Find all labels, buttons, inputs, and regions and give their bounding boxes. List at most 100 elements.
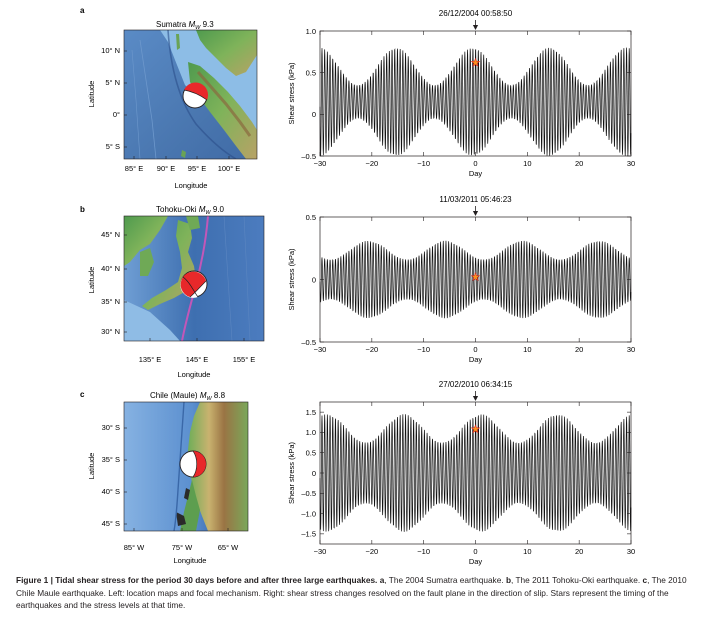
beachball-b <box>180 270 208 298</box>
y-tick-label: –0.5 <box>301 152 316 161</box>
caption-letter-a: a <box>379 575 385 585</box>
caption-text-a: , The 2004 Sumatra earthquake. <box>384 575 504 585</box>
map-b-ylabel: Latitude <box>87 267 96 294</box>
y-tick-label: 0 <box>312 110 316 119</box>
x-tick-label: −10 <box>417 345 430 354</box>
x-axis-label: Day <box>469 355 483 364</box>
map-b-yticks: 45° N 40° N 35° N 30° N <box>101 230 120 336</box>
svg-text:85° E: 85° E <box>125 164 143 173</box>
svg-text:10° N: 10° N <box>101 46 120 55</box>
map-c-yticks: 30° S 35° S 40° S 45° S <box>102 423 120 528</box>
y-tick-label: –0.5 <box>301 338 316 347</box>
map-a-title: Sumatra MW 9.3 <box>156 20 214 31</box>
stress-series-line <box>319 47 632 156</box>
svg-text:65° W: 65° W <box>218 543 239 552</box>
panel-letter-c: c <box>80 390 85 399</box>
x-tick-label: 30 <box>627 345 635 354</box>
x-axis-label: Day <box>469 557 483 566</box>
beachball-a <box>182 82 209 109</box>
svg-text:145° E: 145° E <box>186 355 209 364</box>
panel-letter-a: a <box>80 6 85 15</box>
svg-text:135° E: 135° E <box>139 355 162 364</box>
earthquake-star <box>470 57 481 67</box>
map-b-terrain <box>124 216 264 341</box>
map-c-title: Chile (Maule) MW 8.8 <box>150 391 226 402</box>
figure-caption: Figure 1 | Tidal shear stress for the pe… <box>16 574 706 612</box>
y-tick-label: 0.5 <box>306 68 316 77</box>
svg-text:40° S: 40° S <box>102 487 120 496</box>
svg-text:30° S: 30° S <box>102 423 120 432</box>
x-tick-label: −20 <box>365 159 378 168</box>
y-tick-label: 1.0 <box>306 428 316 437</box>
x-tick-label: 20 <box>575 345 583 354</box>
y-tick-label: 0.5 <box>306 213 316 222</box>
y-tick-label: 1.0 <box>306 27 316 36</box>
x-tick-label: −10 <box>417 159 430 168</box>
caption-figure-label: Figure 1 | Tidal shear stress for the pe… <box>16 575 378 585</box>
x-tick-label: 0 <box>473 345 477 354</box>
svg-text:75° W: 75° W <box>172 543 193 552</box>
y-tick-label: –0.5 <box>301 489 316 498</box>
y-tick-label: 1.5 <box>306 408 316 417</box>
stress-chart-tohoku: 11/03/2011 05:46:23 0.5 0 –0.5−30 −20 −10 0 10 2… <box>287 195 635 364</box>
stress-series-line <box>319 240 632 319</box>
svg-text:35° S: 35° S <box>102 455 120 464</box>
chart-title: 27/02/2010 06:34:15 <box>439 380 513 389</box>
svg-text:45° S: 45° S <box>102 519 120 528</box>
svg-text:100° E: 100° E <box>218 164 241 173</box>
map-b-xticks: 135° E 145° E 155° E <box>139 355 256 364</box>
y-axis-label: Shear stress (kPa) <box>287 248 296 311</box>
caption-text-c: , The 2010 Chile Maule earthquake. Left:… <box>16 575 687 610</box>
x-tick-label: 30 <box>627 547 635 556</box>
svg-text:85° W: 85° W <box>124 543 145 552</box>
y-tick-label: 0 <box>312 275 316 284</box>
x-axis-label: Day <box>469 169 483 178</box>
x-tick-label: 0 <box>473 547 477 556</box>
svg-text:90° E: 90° E <box>157 164 175 173</box>
x-tick-label: −20 <box>365 547 378 556</box>
x-tick-label: 20 <box>575 547 583 556</box>
event-arrowhead <box>472 25 479 30</box>
chart-title: 11/03/2011 05:46:23 <box>439 195 512 204</box>
panel-letter-b: b <box>80 205 85 214</box>
x-tick-label: 10 <box>523 547 531 556</box>
x-tick-label: 10 <box>523 345 531 354</box>
svg-text:95° E: 95° E <box>188 164 206 173</box>
caption-letter-b: b <box>505 575 512 585</box>
stress-chart-chile: 27/02/2010 06:34:15 1.5 1.0 0.5 0 –0.5 –1.0 –1.… <box>287 380 635 566</box>
map-tohoku: b Tohoku-Oki MW 9.0 <box>80 205 265 379</box>
x-tick-label: 30 <box>627 159 635 168</box>
event-arrowhead <box>472 211 479 216</box>
x-tick-label: 20 <box>575 159 583 168</box>
svg-text:0°: 0° <box>113 110 120 119</box>
x-tick-label: −10 <box>417 547 430 556</box>
map-c-ylabel: Latitude <box>87 453 96 480</box>
map-b-title: Tohoku-Oki MW 9.0 <box>156 205 224 216</box>
event-arrowhead <box>472 396 479 401</box>
y-axis-label: Shear stress (kPa) <box>287 441 296 504</box>
map-sumatra: a Sumatra MW 9.3 <box>80 6 258 190</box>
stress-chart-sumatra: 26/12/2004 00:58:50 1.0 0.5 0 –0.5−30 −20 −10 0… <box>287 9 635 178</box>
stress-series-line <box>319 414 632 532</box>
caption-text-b: , The 2011 Tohoku-Oki earthquake. <box>511 575 641 585</box>
svg-text:40° N: 40° N <box>101 264 120 273</box>
map-c-xticks: 85° W 75° W 65° W <box>124 543 239 552</box>
earthquake-star <box>470 424 481 434</box>
x-tick-label: −30 <box>314 159 327 168</box>
map-a-terrain <box>124 30 257 159</box>
svg-text:155° E: 155° E <box>233 355 256 364</box>
earthquake-star <box>470 271 481 282</box>
y-tick-label: –1.5 <box>301 530 316 539</box>
y-tick-label: –1.0 <box>301 509 316 518</box>
map-c-xlabel: Longitude <box>174 556 207 565</box>
map-a-xticks: 85° E 90° E 95° E 100° E <box>125 164 241 173</box>
svg-text:35° N: 35° N <box>101 297 120 306</box>
svg-text:5° S: 5° S <box>106 142 120 151</box>
chart-title: 26/12/2004 00:58:50 <box>439 9 513 18</box>
svg-text:30° N: 30° N <box>101 327 120 336</box>
x-tick-label: −30 <box>314 345 327 354</box>
map-a-ylabel: Latitude <box>87 81 96 108</box>
y-tick-label: 0 <box>312 469 316 478</box>
map-a-yticks: 10° N 5° N 0° 5° S <box>101 46 120 151</box>
